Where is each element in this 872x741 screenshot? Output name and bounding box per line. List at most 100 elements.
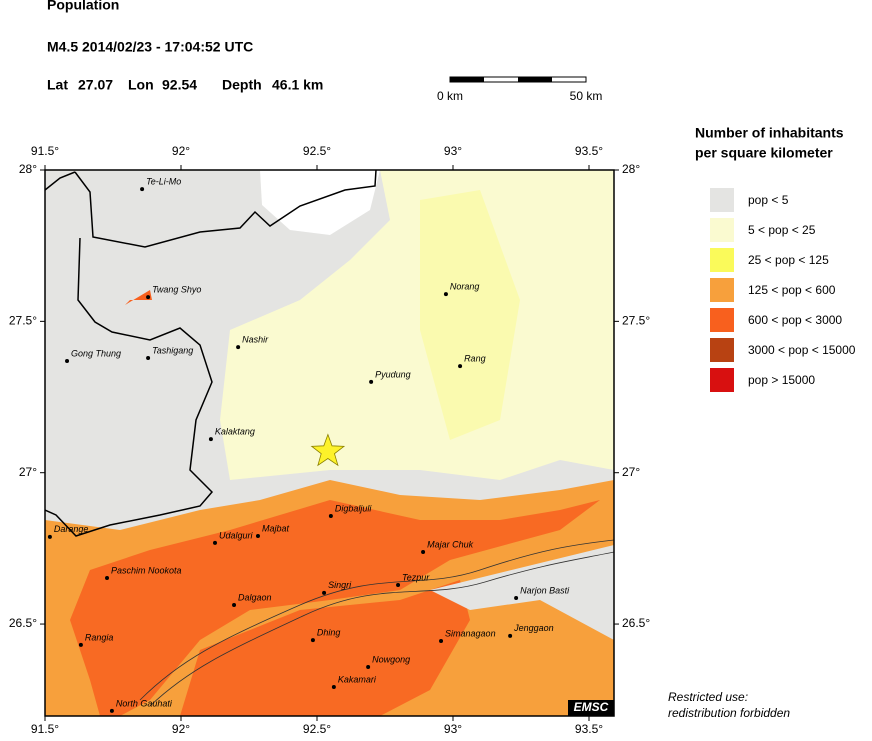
place-label: Pyudung [375,369,411,379]
place-label: Dalgaon [238,592,272,602]
place-marker [255,533,260,538]
legend-swatch [710,218,734,242]
legend-label: pop < 5 [748,193,789,207]
place-marker [146,355,151,360]
place-marker [331,685,336,690]
event-info: M4.5 2014/02/23 - 17:04:52 UTC [47,39,253,55]
scale-bar [449,76,587,83]
lon-label: Lon [128,77,154,93]
place-marker [105,576,110,581]
footer: Restricted use: [668,690,748,704]
place-label: Kakamari [338,674,377,684]
place-marker [514,596,519,601]
place-marker [208,437,213,442]
legend-swatch [710,278,734,302]
place-marker [109,708,114,713]
place-label: Simanagaon [445,628,496,638]
place-marker [396,583,401,588]
lat-tick-label: 27° [19,465,37,479]
lat-tick-label: 27.5° [9,314,37,328]
lat-value: 27.07 [78,77,113,93]
badge-bg [568,700,614,716]
place-label: Dhing [317,627,341,637]
legend-label: 5 < pop < 25 [748,223,816,237]
legend-swatch [710,308,734,332]
place-label: Majbat [262,523,290,533]
place-label: Twang Shyo [152,285,201,295]
place-marker [47,534,52,539]
place-label: Narjon Basti [520,585,570,595]
place-marker [369,379,374,384]
place-marker [443,292,448,297]
place-marker [366,665,371,670]
lat-tick-label: 27° [622,465,640,479]
lon-tick-label: 92.5° [303,144,331,158]
place-label: Digbaljuli [335,503,373,513]
lon-tick-label: 91.5° [31,144,59,158]
lat-tick-label: 26.5° [622,616,650,630]
place-marker [310,638,315,643]
place-marker [458,364,463,369]
place-marker [236,345,241,350]
legend-title: Number of inhabitants [695,125,844,141]
place-label: Norang [450,281,480,291]
place-label: Tezpur [402,572,430,582]
place-marker [213,540,217,545]
legend-label: 600 < pop < 3000 [748,313,842,327]
place-marker [322,590,327,595]
depth-label: Depth [222,77,262,93]
place-marker [232,602,237,607]
lon-value: 92.54 [162,77,197,93]
place-label: Kalaktang [215,426,255,436]
place-label: Tashigang [152,345,193,355]
place-label: Te-Li-Mo [146,176,181,186]
legend-label: 125 < pop < 600 [748,283,836,297]
place-label: Gong Thung [71,348,121,358]
place-marker [78,642,83,647]
lon-tick-label: 93° [444,144,462,158]
place-label: Nowgong [372,654,410,664]
place-label: Majar Chuk [427,539,474,549]
place-label: Jenggaon [513,623,554,633]
place-label: Rangia [85,632,114,642]
lon-tick-label: 93.5° [575,722,603,736]
place-marker [140,187,145,192]
legend-label: pop > 15000 [748,373,815,387]
lon-tick-label: 91.5° [31,722,59,736]
place-label: Paschim Nookota [111,565,182,575]
legend-title: per square kilometer [695,145,833,161]
title: Population [47,0,119,13]
epicenter [310,433,346,467]
lat-tick-label: 27.5° [622,314,650,328]
lon-tick-label: 92° [172,722,190,736]
scale-start: 0 km [437,89,463,103]
scale-end: 50 km [570,89,603,103]
legend-swatch [710,188,734,212]
lon-tick-label: 93° [444,722,462,736]
place-marker [439,639,444,644]
place-marker [146,295,151,300]
badge: EMSC [574,700,609,714]
lat-tick-label: 28° [19,162,37,176]
place-marker [328,513,333,518]
lon-tick-label: 92° [172,144,190,158]
place-label: Darange [54,524,89,534]
legend-swatch [710,338,734,362]
place-marker [65,359,70,364]
place-label: Udalguri [219,530,254,540]
lon-tick-label: 92.5° [303,722,331,736]
legend-label: 25 < pop < 125 [748,253,829,267]
depth-value: 46.1 km [272,77,323,93]
place-label: Nashir [242,334,269,344]
legend-swatch [710,368,734,392]
footer: redistribution forbidden [668,706,790,720]
place-marker [508,633,513,638]
place-label: North Gauhati [116,698,173,708]
legend-label: 3000 < pop < 15000 [748,343,856,357]
place-label: Singri [328,580,352,590]
lat-label: Lat [47,77,68,93]
legend-swatch [710,248,734,272]
place-label: Rang [464,354,486,364]
lat-tick-label: 28° [622,162,640,176]
